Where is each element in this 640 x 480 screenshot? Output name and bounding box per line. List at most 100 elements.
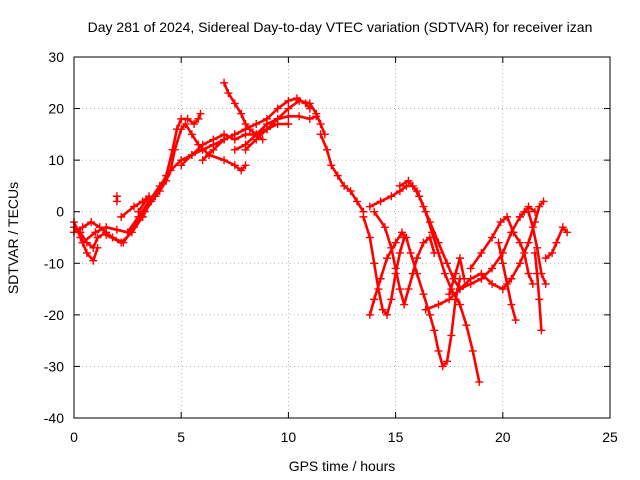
- series-track: [362, 215, 406, 317]
- data-point-marker: [333, 171, 342, 180]
- data-point-marker: [434, 238, 443, 247]
- data-point-marker: [558, 223, 567, 232]
- data-point-marker: [187, 130, 196, 139]
- data-point-marker: [138, 197, 147, 206]
- data-point-marker: [460, 274, 469, 283]
- data-point-marker: [245, 125, 254, 134]
- data-point-marker: [145, 192, 154, 201]
- data-point-marker: [295, 112, 304, 121]
- data-point-marker: [220, 135, 229, 144]
- data-point-marker: [312, 112, 321, 121]
- data-point-marker: [220, 156, 229, 165]
- data-point-marker: [166, 166, 175, 175]
- data-point-marker: [498, 259, 507, 268]
- y-tick-labels: 30 20 10 0 -10 -20 -30 -40: [44, 49, 64, 426]
- x-axis-label: GPS time / hours: [289, 458, 396, 474]
- data-point-marker: [284, 120, 293, 129]
- series-track: [222, 81, 264, 141]
- data-point-marker: [305, 104, 314, 113]
- data-point-marker: [503, 212, 512, 221]
- data-point-marker: [440, 269, 449, 278]
- data-point-marker: [316, 120, 325, 129]
- data-point-marker: [539, 197, 548, 206]
- data-point-marker: [346, 187, 355, 196]
- series-track-12: [241, 120, 293, 154]
- y-tick-label: 20: [48, 101, 64, 117]
- data-point-marker: [170, 145, 179, 154]
- data-point-marker: [305, 114, 314, 123]
- data-point-marker: [398, 228, 407, 237]
- data-point-marker: [395, 285, 404, 294]
- data-point-marker: [292, 94, 301, 103]
- data-point-marker: [230, 161, 239, 170]
- data-point-marker: [438, 362, 447, 371]
- x-tick-labels: 0 5 10 15 20 25: [70, 429, 618, 445]
- data-point-marker: [183, 114, 192, 123]
- data-point-marker: [494, 238, 503, 247]
- data-point-marker: [535, 202, 544, 211]
- data-point-marker: [322, 145, 331, 154]
- data-point-marker: [434, 248, 443, 257]
- data-point-marker: [475, 377, 484, 386]
- series-track: [368, 231, 462, 368]
- data-point-marker: [370, 295, 379, 304]
- data-point-marker: [284, 104, 293, 113]
- data-point-marker: [102, 230, 111, 239]
- data-point-marker: [443, 259, 452, 268]
- data-point-marker: [370, 207, 379, 216]
- data-point-marker: [455, 254, 464, 263]
- data-point-marker: [421, 305, 430, 314]
- data-point-marker: [404, 176, 413, 185]
- series-track-5: [102, 120, 250, 247]
- data-point-marker: [402, 233, 411, 242]
- data-point-marker: [130, 202, 139, 211]
- x-tick-label: 10: [281, 429, 297, 445]
- data-point-marker: [127, 228, 136, 237]
- data-point-marker: [528, 279, 537, 288]
- data-point-marker: [365, 310, 374, 319]
- data-point-marker: [241, 120, 250, 129]
- series-track-22: [494, 238, 520, 325]
- data-point-marker: [515, 212, 524, 221]
- data-point-marker: [301, 99, 310, 108]
- data-point-marker: [515, 259, 524, 268]
- data-point-marker: [187, 150, 196, 159]
- data-point-marker: [528, 223, 537, 232]
- data-point-marker: [488, 233, 497, 242]
- data-point-marker: [552, 238, 561, 247]
- series-track-7: [117, 192, 154, 221]
- y-tick-label: 10: [48, 152, 64, 168]
- data-point-marker: [162, 176, 171, 185]
- data-point-marker: [327, 161, 336, 170]
- data-point-marker: [400, 300, 409, 309]
- data-point-marker: [89, 256, 98, 265]
- data-point-marker: [419, 202, 428, 211]
- series-track-9: [198, 94, 314, 165]
- data-point-marker: [147, 197, 156, 206]
- data-point-marker: [462, 321, 471, 330]
- y-tick-label: -20: [44, 307, 64, 323]
- data-point-marker: [533, 243, 542, 252]
- data-point-marker: [181, 120, 190, 129]
- data-point-marker: [466, 264, 475, 273]
- data-point-marker: [524, 238, 533, 247]
- plot-frame: [73, 56, 611, 419]
- data-point-marker: [541, 279, 550, 288]
- data-point-marker: [196, 109, 205, 118]
- data-point-marker: [112, 225, 121, 234]
- x-tick-label: 25: [602, 429, 618, 445]
- data-point-marker: [102, 223, 111, 232]
- series-track: [104, 122, 247, 244]
- data-point-marker: [230, 130, 239, 139]
- data-point-marker: [509, 228, 518, 237]
- data-point-marker: [93, 243, 102, 252]
- data-point-marker: [117, 238, 126, 247]
- data-point-marker: [198, 140, 207, 149]
- chart-title: Day 281 of 2024, Sidereal Day-to-day VTE…: [88, 19, 593, 35]
- data-point-marker: [209, 135, 218, 144]
- data-point-marker: [194, 114, 203, 123]
- series-track: [319, 133, 365, 213]
- data-point-marker: [451, 269, 460, 278]
- data-point-marker: [359, 212, 368, 221]
- data-point-marker: [477, 248, 486, 257]
